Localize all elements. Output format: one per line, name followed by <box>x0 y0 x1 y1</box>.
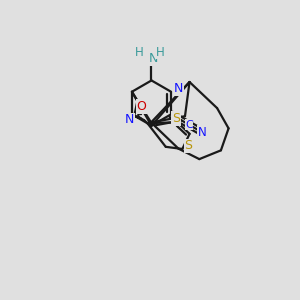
Text: S: S <box>172 112 180 125</box>
Text: N: N <box>198 126 206 139</box>
Text: S: S <box>184 140 192 152</box>
Text: H: H <box>156 46 165 59</box>
Text: H: H <box>135 46 144 59</box>
Text: C: C <box>185 120 193 130</box>
Text: O: O <box>136 100 146 113</box>
Text: N: N <box>174 82 183 95</box>
Text: N: N <box>125 113 134 126</box>
Text: N: N <box>148 52 158 65</box>
